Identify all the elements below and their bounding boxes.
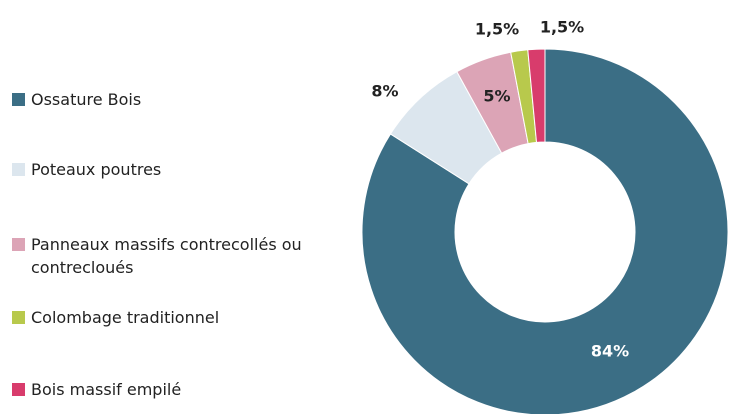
donut-segment <box>527 48 546 143</box>
legend-swatch <box>12 383 25 396</box>
legend-swatch <box>12 163 25 176</box>
legend-item: Bois massif empilé <box>12 378 331 401</box>
data-label: 84% <box>591 342 629 361</box>
legend-item: Poteaux poutres <box>12 158 331 181</box>
legend-item: Colombage traditionnel <box>12 306 331 329</box>
legend-label: Ossature Bois <box>31 90 142 109</box>
data-label: 5% <box>483 87 510 106</box>
donut-segment <box>361 48 729 414</box>
legend-item: Ossature Bois <box>12 88 331 111</box>
legend-label: Poteaux poutres <box>31 160 162 179</box>
legend-swatch <box>12 311 25 324</box>
data-label: 8% <box>371 82 398 101</box>
legend-swatch <box>12 93 25 106</box>
legend: Ossature Bois Poteaux poutres Panneaux mas… <box>0 0 340 414</box>
legend-label: Colombage traditionnel <box>31 308 220 327</box>
legend-label: Panneaux massifs contrecollés ou contrec… <box>31 235 302 277</box>
legend-item: Panneaux massifs contrecollés ou contrec… <box>12 233 331 279</box>
legend-label: Bois massif empilé <box>31 380 182 399</box>
data-label: 1,5% <box>540 18 584 37</box>
legend-swatch <box>12 238 25 251</box>
data-label: 1,5% <box>475 20 519 39</box>
